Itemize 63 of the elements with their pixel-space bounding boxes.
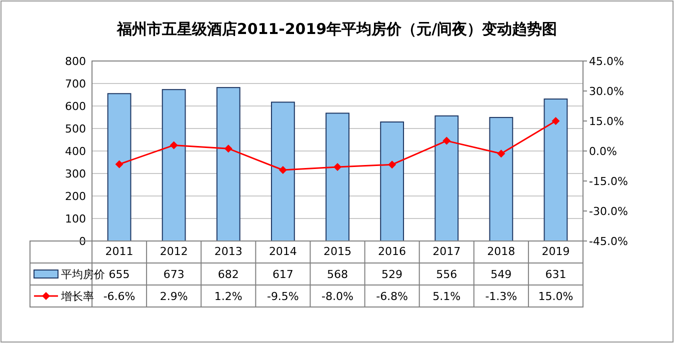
data-label: -6.8% xyxy=(376,290,408,303)
data-label: -6.6% xyxy=(103,290,136,303)
y2-tick-label: 0.0% xyxy=(589,145,617,158)
bar xyxy=(162,89,186,242)
data-label: 631 xyxy=(545,268,566,281)
data-label: -1.3% xyxy=(485,290,518,303)
y-tick-label: 200 xyxy=(65,190,86,203)
y-tick-label: 600 xyxy=(65,100,86,113)
data-label: 2.9% xyxy=(160,290,188,303)
x-tick-label: 2011 xyxy=(105,245,134,258)
x-tick-label: 2013 xyxy=(214,245,242,258)
x-tick-label: 2016 xyxy=(378,245,406,258)
bar xyxy=(270,102,295,242)
bar xyxy=(434,115,459,242)
data-label: 1.2% xyxy=(214,290,242,303)
point xyxy=(388,160,396,169)
point xyxy=(170,141,178,150)
x-tick-label: 2015 xyxy=(324,245,352,258)
bar xyxy=(380,121,404,242)
data-label: 682 xyxy=(218,268,239,281)
bar xyxy=(107,93,132,242)
y-tick-label: 400 xyxy=(65,145,86,158)
point xyxy=(552,117,560,125)
data-label: 556 xyxy=(436,268,458,281)
legend-label: 增长率 xyxy=(60,290,94,303)
y-tick-label: 100 xyxy=(65,212,86,226)
y2-tick-label: -15.0% xyxy=(589,175,628,188)
y-tick-label: 500 xyxy=(65,122,86,136)
x-tick-label: 2014 xyxy=(268,245,297,258)
bar xyxy=(489,116,514,242)
data-label: 673 xyxy=(163,268,184,281)
x-tick-label: 2019 xyxy=(542,245,570,258)
point xyxy=(115,160,124,168)
chart-title: 福州市五星级酒店2011-2019年平均房价（元/间夜）变动趋势图 xyxy=(116,20,558,38)
legend-label: 平均房价 xyxy=(61,268,105,281)
bar xyxy=(544,98,568,242)
data-label: 5.1% xyxy=(432,290,461,303)
data-label: 529 xyxy=(382,268,403,281)
x-tick-label: 2012 xyxy=(160,245,188,258)
data-label: 568 xyxy=(327,268,348,281)
x-tick-label: 2018 xyxy=(487,245,516,258)
bar xyxy=(326,112,350,242)
bar xyxy=(216,87,240,242)
y2-tick-label: 15.0% xyxy=(589,115,624,128)
data-label: 655 xyxy=(108,268,130,281)
point xyxy=(334,163,342,171)
data-label: -9.5% xyxy=(266,290,299,303)
point xyxy=(497,150,506,158)
data-label: 617 xyxy=(272,268,294,281)
y2-tick-label: 30.0% xyxy=(589,85,624,98)
y-tick-label: 300 xyxy=(65,168,86,180)
y2-tick-label: 45.0% xyxy=(589,55,624,68)
point xyxy=(278,166,287,174)
data-label: 15.0% xyxy=(538,290,574,303)
data-label: -8.0% xyxy=(322,290,354,303)
y-tick-label: 800 xyxy=(65,55,86,68)
point xyxy=(224,144,232,153)
y-tick-label: 700 xyxy=(65,78,86,90)
y2-tick-label: -30.0% xyxy=(589,205,628,218)
data-label: 549 xyxy=(490,268,512,281)
y2-tick-label: -45.0% xyxy=(589,235,628,248)
x-tick-label: 2017 xyxy=(432,245,461,258)
point xyxy=(442,136,451,145)
